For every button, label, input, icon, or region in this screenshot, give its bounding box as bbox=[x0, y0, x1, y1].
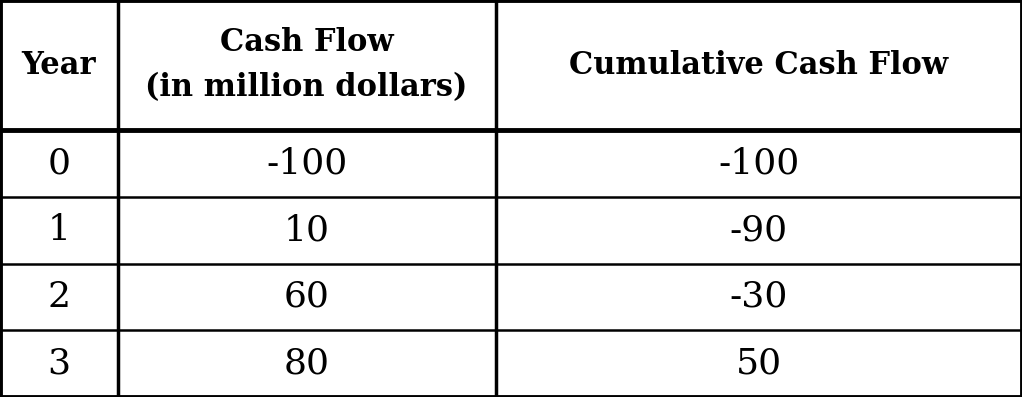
Text: Cumulative Cash Flow: Cumulative Cash Flow bbox=[569, 50, 948, 81]
Text: 50: 50 bbox=[736, 347, 782, 381]
Text: Cash Flow
(in million dollars): Cash Flow (in million dollars) bbox=[145, 27, 468, 103]
Text: 3: 3 bbox=[47, 347, 71, 381]
Text: 80: 80 bbox=[283, 347, 330, 381]
Text: -100: -100 bbox=[718, 146, 799, 181]
Text: 2: 2 bbox=[47, 280, 71, 314]
Text: -90: -90 bbox=[730, 213, 788, 247]
Text: 60: 60 bbox=[284, 280, 329, 314]
Text: 0: 0 bbox=[47, 146, 71, 181]
Text: -100: -100 bbox=[266, 146, 347, 181]
Text: 10: 10 bbox=[283, 213, 330, 247]
Text: -30: -30 bbox=[730, 280, 788, 314]
Text: Year: Year bbox=[21, 50, 96, 81]
Text: 1: 1 bbox=[47, 213, 71, 247]
